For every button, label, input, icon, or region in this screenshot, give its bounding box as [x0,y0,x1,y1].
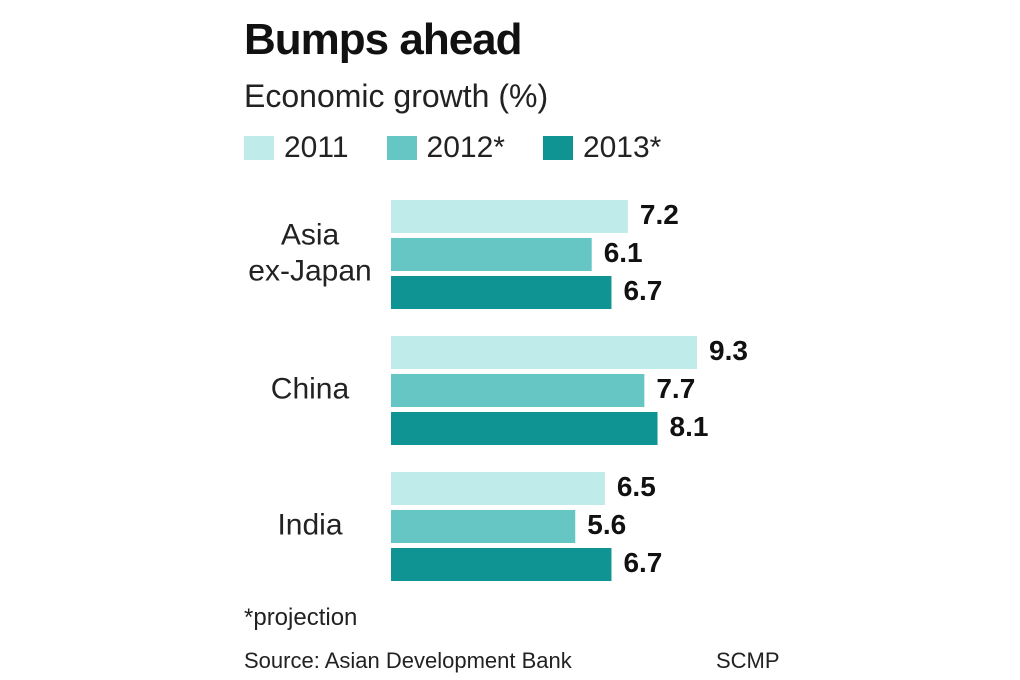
legend-swatch-2011 [244,136,274,160]
chart-title: Bumps ahead [244,15,523,64]
legend-item-2011: 2011 [244,131,349,165]
data-label-asia-ex-japan-2013: 6.7 [623,275,662,306]
data-label-asia-ex-japan-2011: 7.2 [640,199,679,230]
data-label-india-2011: 6.5 [617,471,656,502]
data-label-china-2012: 7.7 [656,373,695,404]
category-label-asia-ex-japan: Asia ex-Japan [248,218,371,287]
source-note: Source: Asian Development Bank [244,648,572,673]
legend: 2011 2012* 2013* [244,128,699,168]
data-label-asia-ex-japan-2012: 6.1 [604,237,643,268]
bar-china-2011 [391,336,697,369]
bar-asia-ex-japan-2011 [391,200,628,233]
bar-asia-ex-japan-2012 [391,238,592,271]
bar-india-2013 [391,548,612,581]
legend-swatch-2012 [386,136,417,160]
footnote: *projection [244,604,358,631]
data-label-china-2013: 8.1 [670,411,709,442]
legend-label-2013: 2013* [582,131,662,164]
bar-india-2012 [391,510,576,543]
category-label-line: China [271,372,350,405]
category-label-china: China [271,372,350,405]
data-label-india-2013: 6.7 [623,547,662,578]
bar-china-2012 [391,374,645,407]
chart-subtitle: Economic growth (%) [244,78,549,114]
category-label-line: India [277,508,342,541]
credit: SCMP [716,648,780,673]
legend-item-2013: 2013* [542,131,662,165]
bar-china-2013 [391,412,658,445]
bar-asia-ex-japan-2013 [391,276,612,309]
bar-india-2011 [391,472,605,505]
legend-label-2012: 2012* [426,131,505,164]
legend-label-2011: 2011 [284,131,349,164]
data-label-india-2012: 5.6 [587,509,626,540]
data-label-china-2011: 9.3 [709,335,748,366]
category-label-line: Asia [281,218,340,251]
legend-swatch-2013 [542,136,573,160]
category-label-india: India [277,508,342,541]
category-label-line: ex-Japan [248,254,371,287]
legend-item-2012: 2012* [386,131,505,165]
